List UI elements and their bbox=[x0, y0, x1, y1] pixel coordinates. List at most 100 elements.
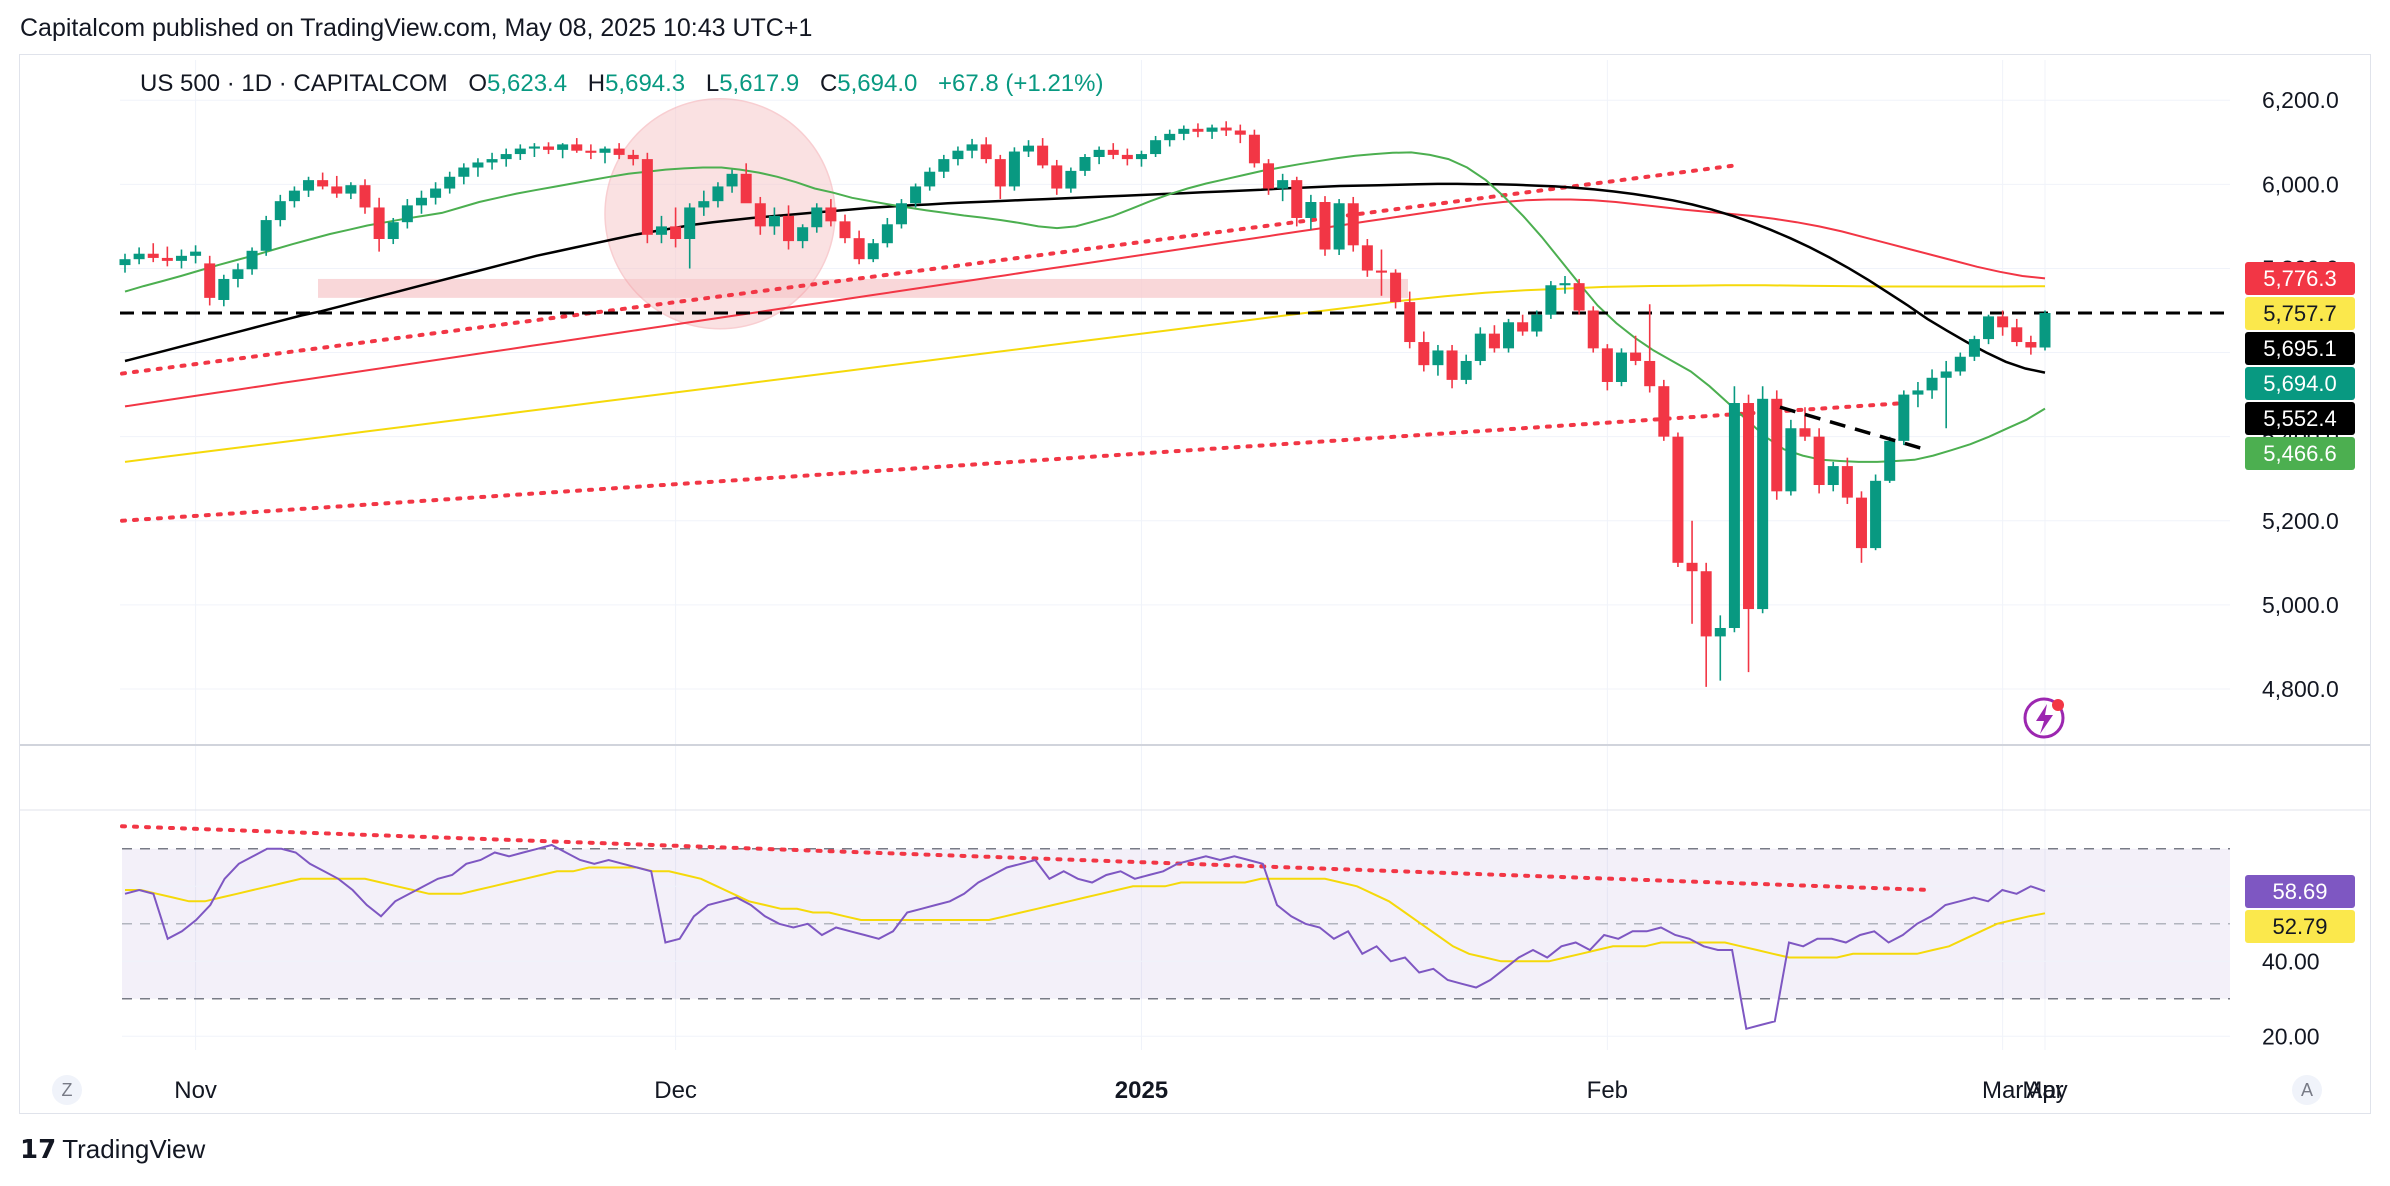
candle-body bbox=[557, 144, 569, 150]
candle-body bbox=[430, 188, 442, 198]
candle-body bbox=[331, 186, 343, 194]
close-value: 5,694.0 bbox=[837, 70, 918, 97]
close-label: C bbox=[819, 70, 838, 97]
price-badge: 5,552.4 bbox=[2245, 402, 2355, 436]
candle-body bbox=[345, 185, 357, 194]
rsi-badge: 58.69 bbox=[2245, 875, 2355, 909]
candle-body bbox=[288, 190, 300, 202]
candle-body bbox=[585, 150, 597, 153]
candle-body bbox=[1926, 377, 1938, 391]
candle-body bbox=[274, 201, 286, 221]
candle-body bbox=[1573, 283, 1585, 311]
candle-body bbox=[910, 186, 922, 204]
candle-body bbox=[1390, 272, 1402, 303]
candle-body bbox=[1771, 398, 1783, 492]
candle-body bbox=[881, 224, 893, 244]
y-tick-label: 5,200.0 bbox=[2262, 508, 2339, 534]
candle-body bbox=[458, 167, 470, 177]
price-badge: 5,695.1 bbox=[2245, 332, 2355, 366]
candle-body bbox=[1248, 134, 1260, 164]
tradingview-logo[interactable]: 𝟭𝟳 TradingView bbox=[20, 1134, 205, 1165]
symbol-label[interactable]: US 500 · 1D · CAPITALCOM bbox=[140, 70, 448, 97]
candle-body bbox=[1037, 145, 1049, 166]
candle-body bbox=[1192, 128, 1204, 132]
candle-body bbox=[1517, 322, 1529, 332]
candle-body bbox=[655, 226, 667, 235]
candle-body bbox=[1827, 466, 1839, 486]
open-label: O bbox=[468, 70, 487, 97]
x-tick-label: Mar bbox=[1982, 1077, 2023, 1104]
rsi-badge: 52.79 bbox=[2245, 910, 2355, 944]
candle-body bbox=[1757, 398, 1769, 610]
candle-body bbox=[1855, 497, 1867, 549]
change-value: +67.8 (+1.21%) bbox=[938, 70, 1104, 97]
low-value: 5,617.9 bbox=[719, 70, 800, 97]
candle-body bbox=[387, 222, 399, 240]
candle-body bbox=[1728, 403, 1740, 628]
candle-body bbox=[599, 148, 611, 153]
candle-body bbox=[2011, 327, 2023, 343]
candle-body bbox=[514, 148, 526, 155]
candle-body bbox=[726, 173, 738, 187]
candle-body bbox=[1785, 428, 1797, 492]
candle-body bbox=[1658, 386, 1670, 437]
x-tick-label: May bbox=[2022, 1077, 2067, 1104]
candle-body bbox=[994, 159, 1006, 187]
x-tick-label: Dec bbox=[654, 1077, 697, 1104]
candle-body bbox=[1347, 203, 1359, 246]
candle-body bbox=[1164, 133, 1176, 141]
alert-icon bbox=[2023, 697, 2065, 739]
price-badge: 5,466.6 bbox=[2245, 437, 2355, 471]
candle-body bbox=[1065, 170, 1077, 189]
candle-body bbox=[1263, 163, 1275, 189]
lower-trendline bbox=[120, 401, 1907, 523]
candle-body bbox=[1432, 350, 1444, 366]
candle-body bbox=[867, 243, 879, 260]
candle-body bbox=[303, 180, 315, 191]
candle-body bbox=[1799, 428, 1811, 437]
candle-body bbox=[1841, 466, 1853, 498]
candle-body bbox=[1234, 130, 1246, 135]
candle-body bbox=[1178, 128, 1190, 134]
candle-body bbox=[924, 171, 936, 187]
candle-body bbox=[768, 215, 780, 227]
candle-body bbox=[1135, 154, 1147, 160]
candle-body bbox=[1587, 310, 1599, 349]
candle-body bbox=[119, 259, 131, 266]
candle-body bbox=[1615, 352, 1627, 382]
zoom-button[interactable]: Z bbox=[52, 1075, 82, 1105]
candle-body bbox=[1277, 180, 1289, 189]
chart-frame bbox=[19, 54, 2371, 1114]
candle-body bbox=[1107, 149, 1119, 155]
candle-body bbox=[1079, 157, 1091, 171]
support-zone bbox=[318, 278, 1408, 298]
candle-body bbox=[980, 144, 992, 160]
y-tick-label: 6,200.0 bbox=[2262, 87, 2339, 113]
candle-body bbox=[1545, 285, 1557, 315]
candle-body bbox=[1418, 342, 1430, 366]
auto-scale-button[interactable]: A bbox=[2292, 1075, 2322, 1105]
candle-body bbox=[1601, 348, 1613, 382]
candle-body bbox=[1206, 127, 1218, 132]
tradingview-logo-text: TradingView bbox=[62, 1134, 206, 1164]
candle-body bbox=[1361, 245, 1373, 271]
low-label: L bbox=[705, 70, 720, 97]
price-badge: 5,757.7 bbox=[2245, 297, 2355, 331]
x-tick-label: Feb bbox=[1587, 1077, 1628, 1104]
candle-body bbox=[783, 215, 795, 242]
candle-body bbox=[1968, 339, 1980, 357]
candle-body bbox=[754, 203, 766, 227]
notification-dot bbox=[2052, 699, 2064, 711]
publisher-line: Capitalcom published on TradingView.com,… bbox=[20, 14, 813, 42]
x-tick-label: 2025 bbox=[1115, 1077, 1168, 1104]
candle-body bbox=[175, 255, 187, 261]
lightning-icon bbox=[2036, 704, 2053, 734]
candle-body bbox=[1121, 154, 1133, 160]
candle-body bbox=[1531, 314, 1543, 332]
candle-body bbox=[246, 250, 258, 270]
candle-body bbox=[712, 186, 724, 202]
candle-body bbox=[1291, 180, 1303, 218]
y-tick-label: 4,800.0 bbox=[2262, 676, 2339, 702]
candle-body bbox=[232, 269, 244, 279]
